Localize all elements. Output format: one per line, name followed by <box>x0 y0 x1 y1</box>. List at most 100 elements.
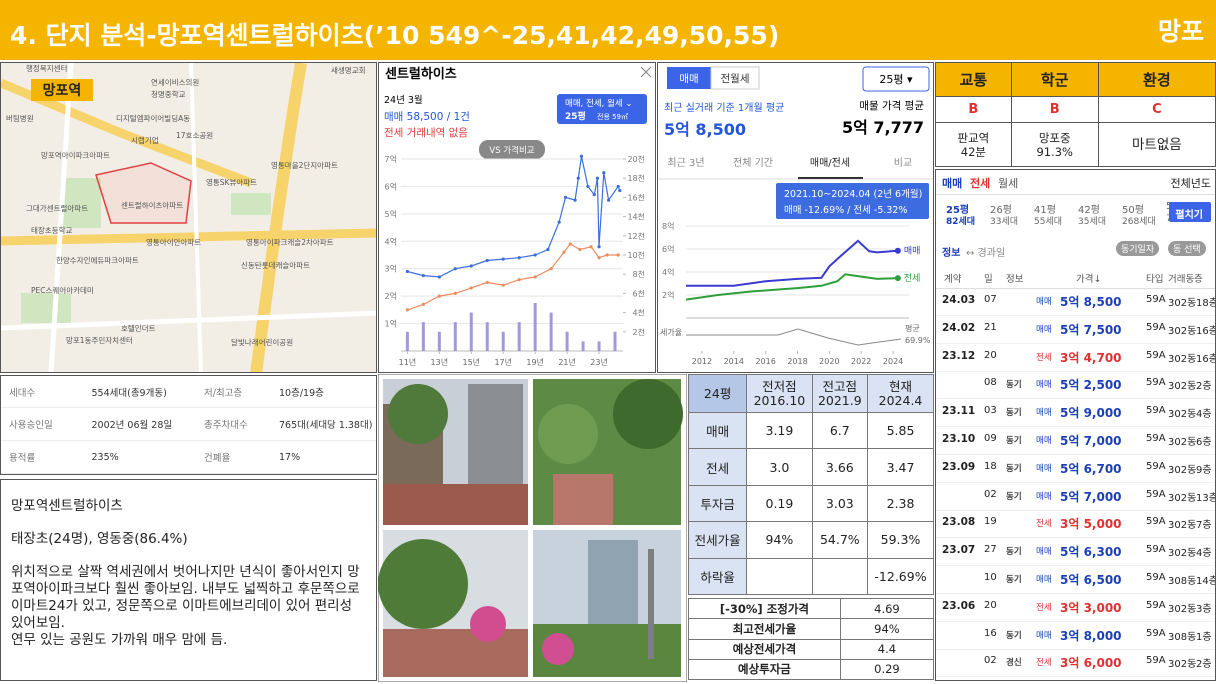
road <box>48 63 74 372</box>
row-divider <box>936 676 1215 678</box>
station-badge <box>31 79 93 101</box>
deal-dong: 302동 <box>1168 437 1197 448</box>
deal-type: 59A <box>1146 405 1166 417</box>
price-cell: 5.85 <box>867 411 934 450</box>
size-tab[interactable]: 33세대 <box>990 217 1019 227</box>
period-tab[interactable]: 전체 기간 <box>733 157 773 169</box>
size-dropdown[interactable] <box>862 66 930 92</box>
period-tab[interactable]: 최근 3년 <box>667 157 704 169</box>
point <box>616 184 620 189</box>
volume-bar <box>517 322 521 351</box>
x-tick-label: 2016 <box>755 357 775 366</box>
deal-day: 02 <box>984 488 997 500</box>
ratio-line <box>686 328 902 346</box>
info-key: 사용승인일 <box>1 407 84 442</box>
y-tick-label: 3억 <box>385 264 397 274</box>
deal-price: 5억 7,000 <box>1060 434 1122 448</box>
x-tick-label: 2020 <box>819 357 839 366</box>
size-tab[interactable]: 55세대 <box>1034 217 1063 227</box>
point <box>437 275 441 279</box>
deal-type: 59A <box>1146 321 1166 333</box>
size-tab[interactable]: 50평 <box>1122 205 1144 216</box>
deal-day: 19 <box>984 516 997 528</box>
size-tab[interactable]: 82세대 <box>946 217 976 227</box>
filter-button[interactable]: 동 선택 <box>1168 241 1206 256</box>
map-label: 망포역아이파크아파트 <box>41 150 110 160</box>
deal-dong: 302동 <box>1168 409 1197 421</box>
deal-floor: 16층 <box>1196 325 1216 337</box>
point <box>595 176 600 180</box>
price-cell: 3.03 <box>811 484 869 523</box>
grade: C <box>1097 96 1216 123</box>
photo <box>383 379 528 525</box>
deal-price: 5억 6,700 <box>1060 461 1122 476</box>
size-tab[interactable]: 268세대 <box>1122 217 1156 227</box>
point <box>453 267 457 271</box>
map-label: 버팀병원 <box>6 113 34 123</box>
row-divider <box>936 593 1215 594</box>
x-tick-label: 2018 <box>787 357 807 366</box>
info-row: 용적률 235% 건폐율 17% <box>1 440 376 474</box>
x-tick-label: 23년 <box>590 357 608 367</box>
column-header: 가격↓ <box>1076 274 1102 285</box>
info-key: 용적률 <box>1 440 84 474</box>
map-label: 그대가센트럴아파트 <box>26 203 88 213</box>
deal-month: 23.08 <box>942 516 976 529</box>
info-value: 235% <box>83 440 196 474</box>
point <box>586 184 590 189</box>
deal-dong: 308동 <box>1168 576 1197 587</box>
trend-chart: 매매 전월세 25평 ▾ 최근 실거래 기준 1개월 평균 5억 8,500 매… <box>658 66 933 366</box>
close-icon[interactable] <box>640 66 652 78</box>
deal-month: 24.03 <box>942 294 976 306</box>
row-divider <box>936 398 1215 400</box>
price-row: 투자금 0.19 3.03 2.38 <box>687 484 934 523</box>
deal-tab[interactable]: 전세 <box>970 177 991 190</box>
deal-day: 10 <box>984 572 997 583</box>
size-tab[interactable]: 35세대 <box>1078 217 1107 227</box>
map-label: 망포1동주민자치센터 <box>66 335 133 345</box>
size-tab[interactable]: 42평 <box>1078 205 1100 216</box>
point <box>578 247 582 252</box>
map-label: 디지털엠파이어빌딩A동 <box>116 113 190 123</box>
summary-grid: [-30%] 조정가격 4.69 최고전세가율 94% 예상전세가격 4.4 예상투자금 0.… <box>688 597 935 681</box>
summary-key: [-30%] 조정가격 <box>688 597 841 620</box>
summary-value: 4.69 <box>839 597 935 620</box>
point <box>597 245 601 249</box>
selector[interactable] <box>557 94 647 124</box>
info-value: 2002년 06월 28일 <box>83 407 196 442</box>
info-key: 저/최고층 <box>196 376 271 409</box>
deal-tab[interactable]: 매매 <box>942 177 963 190</box>
period-tab[interactable]: 매매/전세 <box>810 157 850 169</box>
grade-header: 교통 <box>935 62 1012 97</box>
price-line <box>685 273 898 301</box>
size-tab[interactable]: 25평 <box>946 205 970 216</box>
size-tab[interactable]: 26평 <box>990 205 1012 216</box>
year-filter[interactable]: 전체년도 <box>1170 177 1211 190</box>
deal-day: 16 <box>984 627 997 639</box>
tab[interactable] <box>710 66 760 90</box>
x-tick-label: 2022 <box>851 357 871 366</box>
grade: B <box>935 96 1012 123</box>
listing-price: 5억 7,777 <box>842 118 924 137</box>
price-table: 24평 전저점 2016.10 전고점 2021.9 현재 2024.4 매매 3.19 6.7 5… <box>687 374 934 596</box>
month: 24년 3월 <box>384 94 423 106</box>
deal-tab[interactable]: 월세 <box>998 177 1019 190</box>
tab-active[interactable] <box>667 67 711 89</box>
price-row-label: 전세가율 <box>687 521 748 559</box>
volume-bar <box>613 331 617 351</box>
map-label: 행정복지센터 <box>26 63 67 73</box>
deal-kind: 매매 <box>1036 324 1052 335</box>
expand-button[interactable] <box>1169 202 1211 222</box>
size-tab[interactable]: 41평 <box>1034 205 1056 216</box>
map-label: 영통아이안아파트 <box>146 237 201 247</box>
grade-table: 교통 학군 환경 B B C 판교역 42분 망포중 91.3% 마트없음 <box>935 62 1216 167</box>
deal-floor: 16층 <box>1196 353 1216 365</box>
deal-month: 23.11 <box>942 405 976 418</box>
compare-button[interactable] <box>479 140 545 159</box>
price-header: 24평 <box>687 374 748 413</box>
y2-tick-label: 4천 <box>633 308 645 318</box>
filter-button[interactable]: 동기일자 <box>1116 241 1160 256</box>
period-tab[interactable]: 비교 <box>894 157 912 169</box>
summary-row: 예상투자금 0.29 <box>688 658 935 681</box>
divider <box>936 288 1215 289</box>
